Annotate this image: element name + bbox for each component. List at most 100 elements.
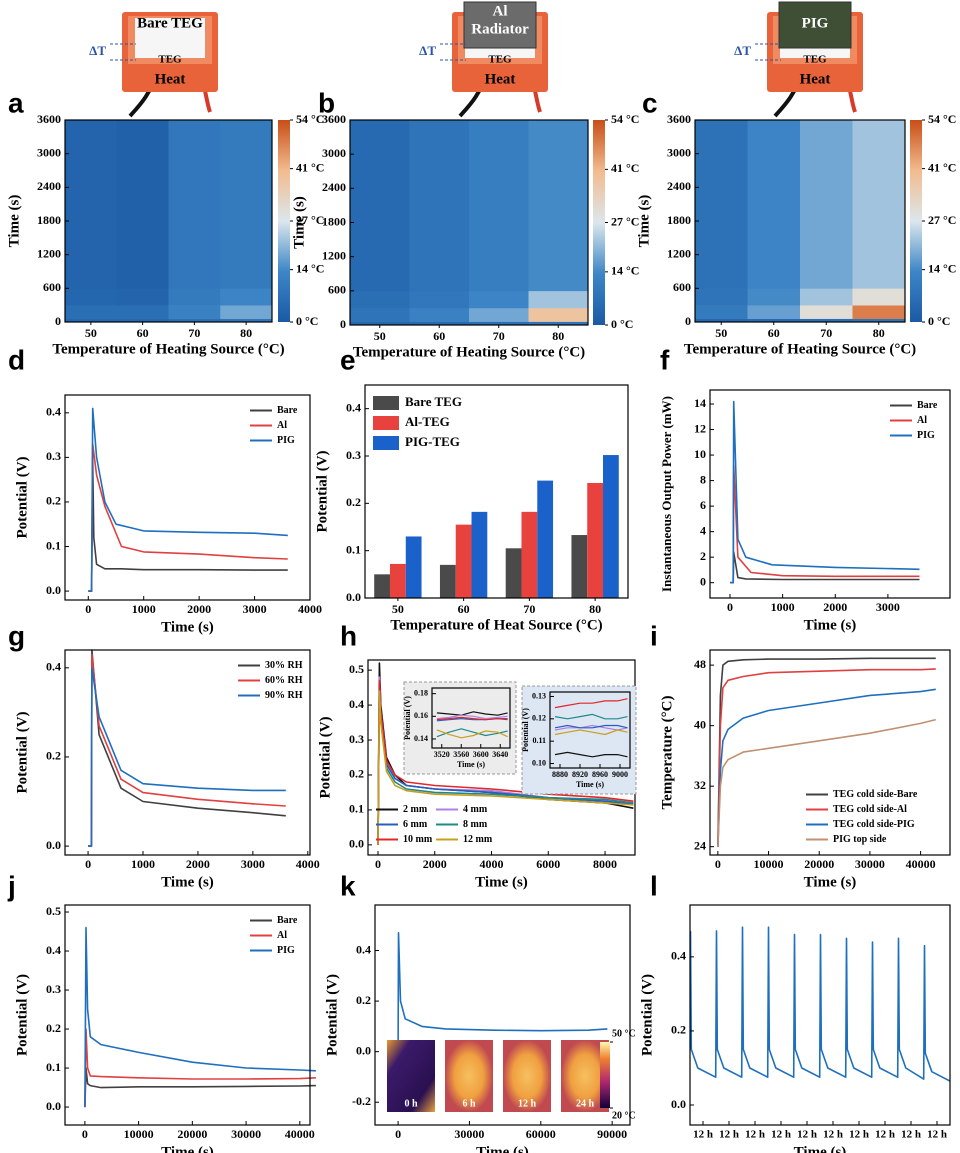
delta-label: ΔT <box>89 43 106 58</box>
y-tick-label: 3000 <box>667 145 691 159</box>
legend-label: Bare <box>917 400 938 411</box>
x-tick-label: 40000 <box>906 857 936 871</box>
legend-label: 90% RH <box>265 690 303 701</box>
heat-cell <box>409 120 470 292</box>
legend-label: PIG <box>277 435 295 446</box>
y-tick-label: 0.4 <box>356 942 371 956</box>
y-tick-label: 600 <box>43 280 61 294</box>
series-line <box>730 464 920 584</box>
plot-frame <box>64 904 311 1126</box>
y-tick-label: 24 <box>694 838 706 852</box>
heat-cell <box>409 307 470 322</box>
x-tick-label: 80 <box>240 326 252 340</box>
plot-frame <box>64 649 311 856</box>
device-label: Al <box>493 3 508 19</box>
teg <box>135 18 205 58</box>
y-tick-label: 0.2 <box>349 767 364 781</box>
heat-cell <box>65 305 118 319</box>
y-tick-label: 3000 <box>37 145 61 159</box>
panel-letter: c <box>642 87 658 118</box>
y-tick-label: 32 <box>694 778 706 792</box>
x-tick-label: 12 h <box>693 1129 713 1141</box>
y-tick-label: 3000 <box>322 146 346 160</box>
series-line <box>554 729 628 736</box>
heat-cell <box>469 120 529 292</box>
x-tick-label: 10000 <box>754 857 784 871</box>
bar <box>455 524 472 598</box>
colorbar-label: 41 °C <box>611 161 639 175</box>
y-axis-label: Potential (V) <box>403 696 412 740</box>
y-axis-label: Temperature (°C) <box>659 696 675 810</box>
colorbar-label: 14 °C <box>296 261 324 275</box>
x-tick-label: 0 <box>395 1127 401 1141</box>
y-tick-label: 0.4 <box>346 400 361 414</box>
y-tick-label: 2400 <box>322 180 346 194</box>
x-tick-label: 3600 <box>473 750 489 759</box>
y-tick-label: 0.4 <box>46 943 61 957</box>
y-tick-label: 0.1 <box>46 1060 61 1074</box>
x-tick-label: 1000 <box>131 857 155 871</box>
series-line <box>84 1067 316 1108</box>
heat-cell <box>168 305 221 319</box>
y-axis-label: Instantaneous Output Power (mW) <box>659 396 674 592</box>
thermal-image <box>445 1040 493 1112</box>
x-tick-label: 50 <box>715 326 727 340</box>
thermal-scale-label: 50 °C <box>612 1028 636 1039</box>
heat-cell <box>800 305 853 319</box>
y-axis-label: Time (s) <box>636 195 652 248</box>
y-tick-label: 12 <box>694 421 706 435</box>
y-tick-label: 1200 <box>322 248 346 262</box>
heat-cell <box>747 305 801 319</box>
colorbar-label: 54 °C <box>296 112 324 126</box>
y-tick-label: 0.0 <box>46 838 61 852</box>
y-tick-label: 0.4 <box>46 660 61 674</box>
panel-letter: j <box>7 870 16 901</box>
x-tick-label: 50 <box>392 602 404 616</box>
y-tick-label: 0.18 <box>414 688 428 697</box>
y-tick-label: 0 <box>700 574 706 588</box>
series-line <box>88 407 288 592</box>
x-tick-label: 4000 <box>296 857 320 871</box>
delta-label: ΔT <box>419 43 436 58</box>
y-tick-label: 2400 <box>667 179 691 193</box>
thermal-scale-label: 20 °C <box>612 1110 636 1121</box>
x-tick-label: 8880 <box>552 770 568 779</box>
y-axis-label: Time (s) <box>6 195 22 248</box>
series-line <box>717 657 936 847</box>
y-axis-label: Potential (V) <box>14 456 30 538</box>
heat-cell <box>852 288 906 306</box>
heat-cell <box>220 120 273 289</box>
colorbar-label: 27 °C <box>928 213 956 227</box>
x-axis-label: Time (s) <box>794 1144 847 1153</box>
plot-frame <box>709 649 951 856</box>
y-tick-label: 0.1 <box>346 542 361 556</box>
series-line <box>88 649 286 847</box>
bar <box>505 548 522 598</box>
heat-cell <box>747 288 801 306</box>
heat-cell <box>469 321 529 326</box>
thermal-label: 24 h <box>576 1098 595 1109</box>
x-tick-label: 3000 <box>241 857 265 871</box>
y-tick-label: 0.0 <box>671 1097 686 1111</box>
colorbar <box>910 120 922 322</box>
series-line <box>436 716 508 721</box>
legend-label: PIG <box>917 430 935 441</box>
x-tick-label: 70 <box>188 326 200 340</box>
heat-cell <box>695 305 748 319</box>
x-tick-label: 2000 <box>823 600 847 614</box>
bar <box>603 455 619 598</box>
x-tick-label: 60 <box>458 602 470 616</box>
panel-letter: d <box>8 344 25 375</box>
x-tick-label: 90000 <box>597 1127 627 1141</box>
heat-cell <box>116 305 169 319</box>
legend-swatch <box>373 416 399 430</box>
y-tick-label: 1800 <box>37 213 61 227</box>
x-axis-label: Time (s) <box>576 780 604 789</box>
y-tick-label: 0.1 <box>46 538 61 552</box>
y-tick-label: 0 <box>685 314 691 328</box>
bar <box>471 511 488 598</box>
legend-swatch <box>373 436 399 450</box>
y-tick-label: 0.13 <box>532 691 546 700</box>
bar <box>405 536 422 598</box>
panel-letter: h <box>340 620 357 651</box>
